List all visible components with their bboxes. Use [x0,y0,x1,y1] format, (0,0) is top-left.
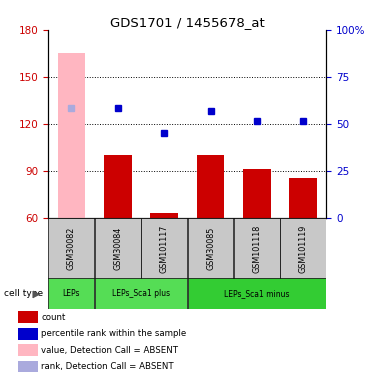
Bar [95,278,187,309]
Text: rank, Detection Call = ABSENT: rank, Detection Call = ABSENT [41,362,174,371]
Bar [280,218,326,279]
Text: percentile rank within the sample: percentile rank within the sample [41,329,187,338]
Bar [197,155,224,218]
Bar [104,155,132,218]
Text: GSM30082: GSM30082 [67,227,76,270]
Title: GDS1701 / 1455678_at: GDS1701 / 1455678_at [110,16,265,29]
Bar [188,278,326,309]
Text: value, Detection Call = ABSENT: value, Detection Call = ABSENT [41,346,178,355]
Bar [95,218,141,279]
Text: LEPs_Sca1 minus: LEPs_Sca1 minus [224,289,290,298]
Text: GSM30084: GSM30084 [113,227,122,270]
Bar [49,278,94,309]
Text: count: count [41,313,66,322]
Text: GSM101118: GSM101118 [252,224,262,273]
Bar [234,218,280,279]
Text: GSM101119: GSM101119 [299,224,308,273]
Bar [150,213,178,217]
Bar [243,169,271,217]
Text: cell type: cell type [4,289,43,298]
Bar [141,218,187,279]
Bar [19,361,38,372]
Bar [188,218,233,279]
Bar [58,54,85,217]
Text: GSM30085: GSM30085 [206,227,215,270]
Bar [19,344,38,356]
Text: LEPs: LEPs [63,289,80,298]
Text: ▶: ▶ [33,288,41,298]
Bar [49,218,94,279]
Bar [289,178,317,218]
Text: LEPs_Sca1 plus: LEPs_Sca1 plus [112,289,170,298]
Bar [19,328,38,340]
Bar [19,311,38,323]
Text: GSM101117: GSM101117 [160,224,169,273]
